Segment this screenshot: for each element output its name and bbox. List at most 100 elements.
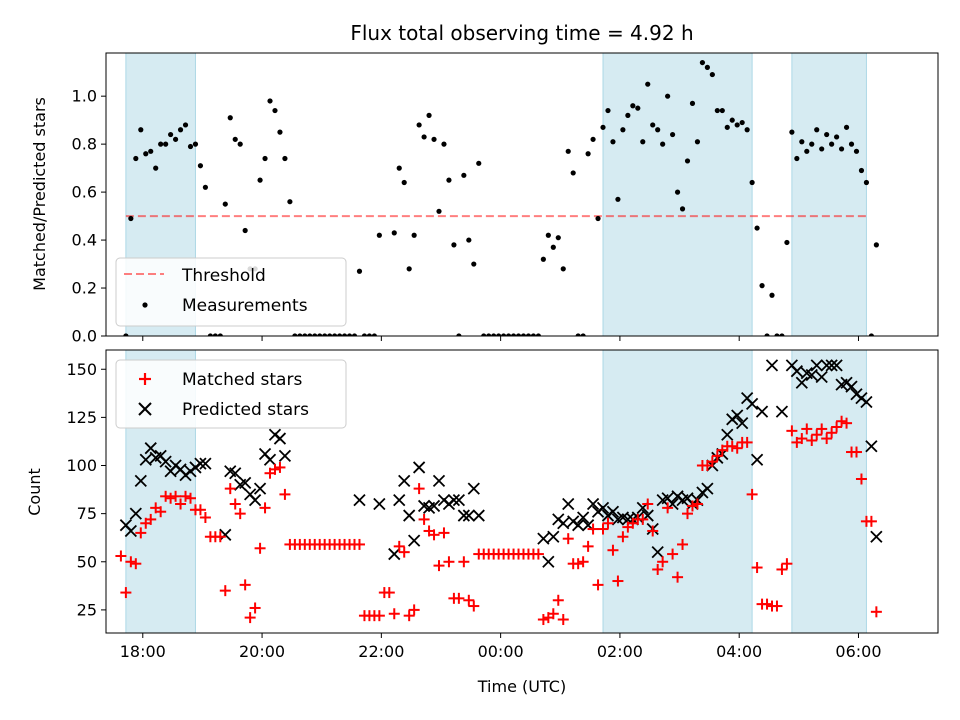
matched-stars-point — [607, 544, 619, 556]
predicted-stars-point — [388, 547, 401, 561]
measurement-point — [153, 165, 159, 171]
bottom-legend-box — [115, 359, 347, 429]
matched-stars-point — [821, 433, 833, 445]
matched-stars-point — [269, 463, 281, 475]
measurement-point — [307, 333, 313, 336]
matched-stars-point — [125, 556, 137, 568]
matched-stars-point — [786, 425, 798, 437]
matched-stars-point — [418, 513, 430, 525]
predicted-stars-point — [393, 494, 406, 507]
matched-stars-point — [741, 436, 753, 448]
measurement-point — [520, 333, 527, 336]
measurement-point — [853, 148, 860, 154]
measurement-point — [456, 333, 462, 336]
measurement-point — [530, 333, 537, 336]
measurement-point — [123, 333, 129, 336]
measurement-point — [605, 107, 611, 114]
matched-stars-point — [145, 513, 157, 525]
measurement-point — [610, 139, 616, 145]
top-y-ticks: 0.0 0.2 0.4 0.6 0.8 1.0 — [72, 87, 106, 346]
matched-stars-point — [433, 560, 445, 572]
measurement-point — [138, 127, 144, 133]
measurement-point — [640, 139, 646, 145]
matched-stars-point — [826, 427, 838, 439]
matched-stars-point — [602, 517, 614, 529]
measurement-point — [202, 184, 209, 190]
matched-stars-point — [731, 442, 743, 454]
predicted-stars-point — [576, 511, 590, 524]
measurement-point — [376, 232, 382, 238]
top-panel: 0.0 0.2 0.4 0.6 0.8 1.0 Matched/Predicted sta… — [30, 52, 939, 346]
x-axis-label: Time (UTC) — [477, 677, 566, 696]
measurement-point — [724, 124, 730, 130]
measurement-point — [699, 59, 706, 66]
bottom-axes-frame — [105, 349, 939, 634]
measurement-point — [411, 232, 417, 238]
measurement-point — [684, 158, 691, 164]
measurement-point — [431, 136, 437, 142]
matched-stars-point — [239, 579, 251, 591]
x-tick-label: 20:00 — [239, 642, 285, 661]
matched-stars-point — [383, 587, 395, 599]
measurement-point — [858, 167, 865, 174]
matched-stars-point — [647, 525, 659, 537]
predicted-stars-point — [462, 509, 475, 522]
bottom-y-ticks: 25 50 75 100 125 150 — [66, 360, 106, 619]
predicted-stars-point — [427, 499, 441, 513]
measurement-point — [799, 139, 805, 145]
measurement-point — [779, 333, 785, 336]
measurement-point — [172, 136, 179, 142]
measurement-point — [396, 165, 402, 171]
matched-stars-point — [279, 488, 291, 500]
measurement-point — [868, 333, 874, 336]
measurement-point — [669, 131, 676, 138]
matched-stars-point — [801, 423, 813, 435]
measurement-point — [635, 105, 641, 111]
measurement-point — [824, 131, 830, 138]
measurement-point — [689, 100, 696, 106]
matched-stars-point — [229, 498, 241, 510]
measurement-point — [481, 333, 487, 336]
matched-stars-point — [160, 490, 172, 502]
matched-stars-points — [115, 415, 882, 626]
measurement-point — [863, 179, 870, 186]
legend-threshold-label: Threshold — [181, 266, 266, 286]
measurement-point — [570, 170, 576, 176]
predicted-stars-point — [865, 440, 878, 453]
predicted-stars-point — [810, 359, 823, 372]
matched-stars-point — [413, 483, 425, 495]
bottom-panel: 25 50 75 100 125 150 18:00 20:00 22:00 00:00 02:0… — [25, 349, 939, 696]
measurement-point — [476, 160, 482, 166]
matched-stars-point — [408, 604, 420, 616]
top-legend: Threshold Measurements — [115, 257, 347, 327]
matched-stars-point — [562, 533, 574, 545]
x-tick-label: 00:00 — [478, 642, 524, 661]
matched-stars-point — [428, 529, 440, 541]
predicted-stars-point — [229, 467, 242, 480]
predicted-stars-point — [736, 417, 749, 430]
measurement-point — [719, 107, 725, 114]
matched-stars-point — [244, 612, 256, 624]
matched-stars-point — [532, 548, 544, 560]
predicted-stars-point — [253, 482, 267, 495]
top-x-ticks — [142, 336, 859, 341]
matched-stars-point — [836, 415, 848, 427]
bottom-y-axis-label: Count — [25, 468, 44, 516]
measurement-point — [694, 139, 701, 145]
matched-stars-point — [194, 504, 206, 516]
y-tick-label: 150 — [66, 360, 97, 379]
predicted-stars-point — [701, 482, 714, 495]
measurement-point — [665, 93, 671, 99]
measurement-point — [510, 333, 517, 336]
matched-stars-point — [274, 461, 286, 473]
matched-stars-point — [249, 602, 261, 614]
matched-stars-point — [393, 540, 405, 552]
matched-stars-point — [547, 608, 559, 620]
matched-stars-point — [537, 614, 549, 626]
matched-stars-point — [870, 606, 882, 618]
predicted-stars-point — [124, 524, 137, 538]
predicted-stars-point — [537, 532, 550, 545]
measurement-point — [794, 155, 800, 162]
measurement-point — [585, 151, 591, 157]
measurement-point — [267, 98, 273, 104]
